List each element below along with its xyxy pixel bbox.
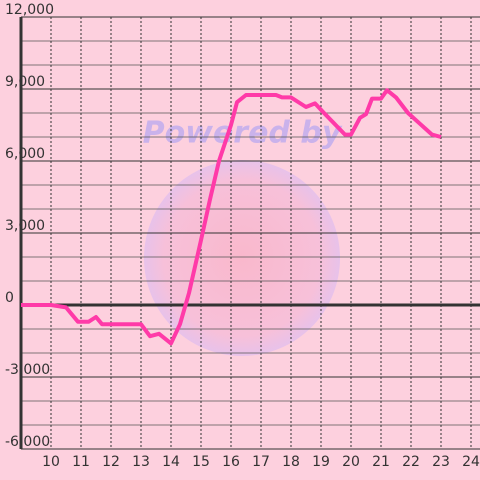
- y-tick-label: -6,000: [5, 434, 50, 450]
- x-tick-label: 22: [402, 454, 420, 470]
- x-tick-label: 15: [192, 454, 210, 470]
- x-tick-label: 20: [342, 454, 360, 470]
- watermark-image: [144, 160, 340, 356]
- y-tick-label: 6,000: [5, 146, 45, 162]
- x-tick-label: 11: [72, 454, 90, 470]
- y-tick-label: 3,000: [5, 218, 45, 234]
- line-series: [21, 88, 442, 346]
- y-tick-label: -3,000: [5, 362, 50, 378]
- x-tick-label: 18: [282, 454, 300, 470]
- x-tick-label: 14: [162, 454, 180, 470]
- y-tick-label: 9,000: [5, 74, 45, 90]
- y-tick-label: 0: [5, 290, 14, 306]
- y-tick-label: 12,000: [5, 2, 54, 18]
- x-tick-label: 21: [372, 454, 390, 470]
- x-tick-label: 19: [312, 454, 330, 470]
- x-tick-label: 12: [102, 454, 120, 470]
- x-tick-label: 16: [222, 454, 240, 470]
- x-tick-label: 17: [252, 454, 270, 470]
- x-tick-label: 24: [462, 454, 480, 470]
- watermark: Powered by: [143, 116, 343, 151]
- x-tick-label: 23: [432, 454, 450, 470]
- x-tick-label: 13: [132, 454, 150, 470]
- x-tick-label: 10: [42, 454, 60, 470]
